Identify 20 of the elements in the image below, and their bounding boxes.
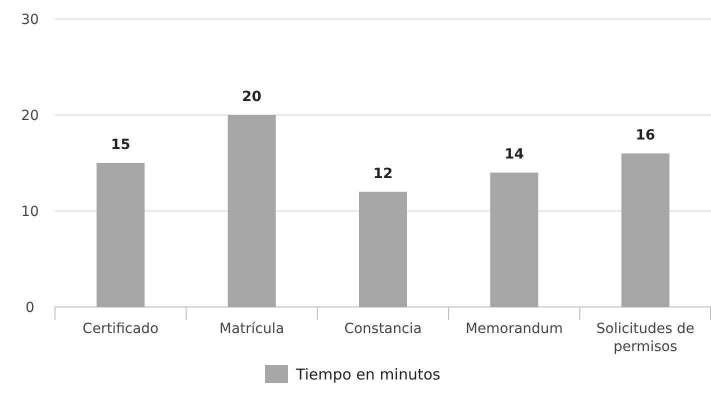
y-tick-label: 30 [21, 12, 39, 28]
x-tick-label: Constancia [344, 321, 422, 337]
bar [490, 172, 538, 307]
data-label: 12 [373, 166, 393, 182]
bar [359, 192, 407, 307]
legend-label: Tiempo en minutos [295, 365, 441, 384]
data-label: 15 [110, 137, 130, 153]
x-tick-label: Certificado [82, 321, 159, 337]
y-tick-label: 0 [26, 300, 34, 316]
data-label: 20 [242, 89, 262, 105]
data-label: 16 [636, 127, 656, 144]
bar [621, 153, 670, 307]
x-tick-label: Matrícula [219, 321, 284, 337]
y-tick-label: 20 [21, 108, 39, 124]
y-tick-label: 10 [21, 204, 39, 220]
x-tick-label: Memorandum [465, 321, 563, 337]
bar [228, 115, 276, 307]
x-tick-label: Solicitudes de permisos [596, 321, 694, 355]
bar [96, 163, 145, 307]
data-label: 14 [504, 146, 524, 163]
